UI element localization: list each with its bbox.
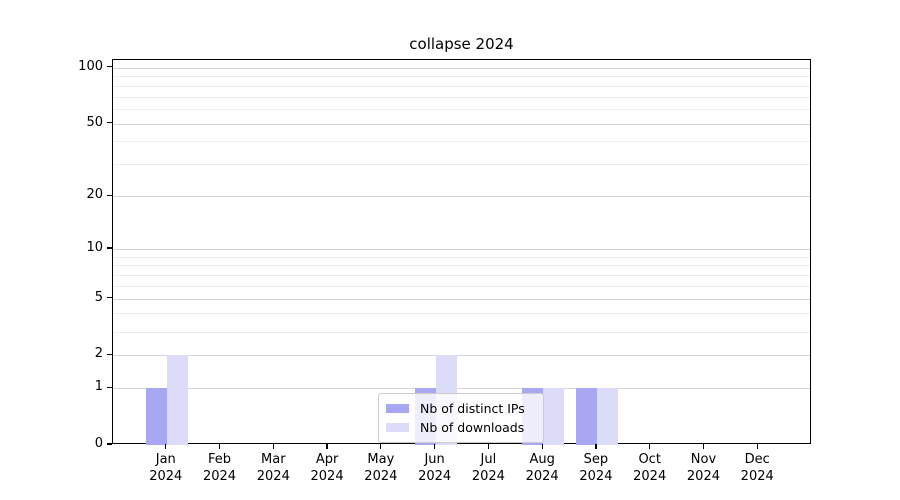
gridline-major [113, 248, 810, 250]
gridline-major [113, 388, 810, 390]
x-tick-mark [434, 444, 436, 449]
bar-downloads-aug [543, 388, 565, 445]
x-tick-mark [595, 444, 597, 449]
legend-swatch-ips [386, 404, 409, 413]
legend-label: Nb of distinct IPs [420, 401, 525, 416]
gridline-minor [113, 96, 810, 98]
x-tick-mark [541, 444, 543, 449]
x-tick-label: Jul 2024 [471, 452, 505, 484]
gridline-minor [113, 76, 810, 78]
x-tick-mark [326, 444, 328, 449]
x-tick-label: May 2024 [364, 452, 398, 484]
legend-label: Nb of downloads [420, 420, 525, 435]
x-tick-label: Feb 2024 [202, 452, 237, 484]
y-tick-label: 100 [78, 58, 103, 74]
gridline-major [113, 355, 810, 357]
gridline-minor [113, 108, 810, 110]
x-tick-mark [218, 444, 221, 449]
y-tick-mark [107, 121, 112, 124]
legend-swatch-downloads [386, 423, 409, 432]
x-tick-label: Mar 2024 [256, 452, 290, 484]
gridline-minor [113, 331, 810, 333]
x-tick-label: Aug 2024 [525, 452, 559, 484]
x-tick-label: Apr 2024 [310, 452, 344, 484]
x-tick-mark [756, 444, 758, 449]
x-tick-mark [380, 444, 382, 449]
gridline-minor [113, 265, 810, 267]
y-tick-label: 10 [86, 239, 103, 255]
legend-item-distinct-ips: Nb of distinct IPs [386, 399, 535, 418]
bar-ips-jan [145, 388, 167, 445]
gridline-minor [113, 141, 810, 143]
bar-downloads-sep [596, 388, 618, 445]
x-tick-label: Dec 2024 [740, 452, 774, 484]
gridline-major [113, 298, 810, 300]
y-tick-mark [107, 353, 112, 355]
gridline-minor [113, 164, 810, 166]
y-tick-label: 1 [94, 379, 103, 395]
x-tick-mark [702, 444, 705, 449]
x-tick-label: Sep 2024 [579, 452, 613, 484]
y-tick-mark [107, 194, 112, 196]
x-tick-mark [165, 444, 167, 449]
y-tick-label: 2 [94, 346, 103, 362]
y-tick-label: 20 [86, 187, 103, 203]
x-tick-label: Oct 2024 [633, 452, 667, 484]
gridline-minor [113, 256, 810, 258]
gridline-minor [113, 313, 810, 315]
gridline-minor [113, 285, 810, 287]
x-tick-label: Jun 2024 [418, 452, 452, 484]
plot-area [112, 59, 811, 445]
chart-title: collapse 2024 [409, 35, 514, 53]
y-tick-mark [107, 247, 112, 249]
legend-item-downloads: Nb of downloads [386, 418, 535, 437]
y-tick-mark [107, 386, 112, 388]
y-tick-mark [107, 66, 112, 68]
gridline-minor [113, 85, 810, 87]
x-tick-label: Jan 2024 [149, 452, 183, 484]
gridline-minor [113, 275, 810, 276]
gridline-major [113, 123, 810, 125]
gridline-major [113, 196, 810, 198]
bar-ips-sep [575, 388, 597, 445]
bar-downloads-jan [166, 355, 188, 445]
y-tick-mark [107, 443, 112, 445]
legend: Nb of distinct IPs Nb of downloads [378, 393, 544, 443]
x-tick-mark [272, 444, 274, 449]
y-tick-label: 5 [94, 289, 103, 305]
y-tick-mark [107, 296, 112, 299]
x-tick-label: Nov 2024 [686, 452, 720, 484]
x-tick-mark [487, 444, 489, 449]
y-tick-label: 0 [94, 436, 103, 451]
y-tick-label: 50 [86, 114, 103, 130]
gridline-major [113, 67, 810, 69]
x-tick-mark [649, 444, 651, 449]
